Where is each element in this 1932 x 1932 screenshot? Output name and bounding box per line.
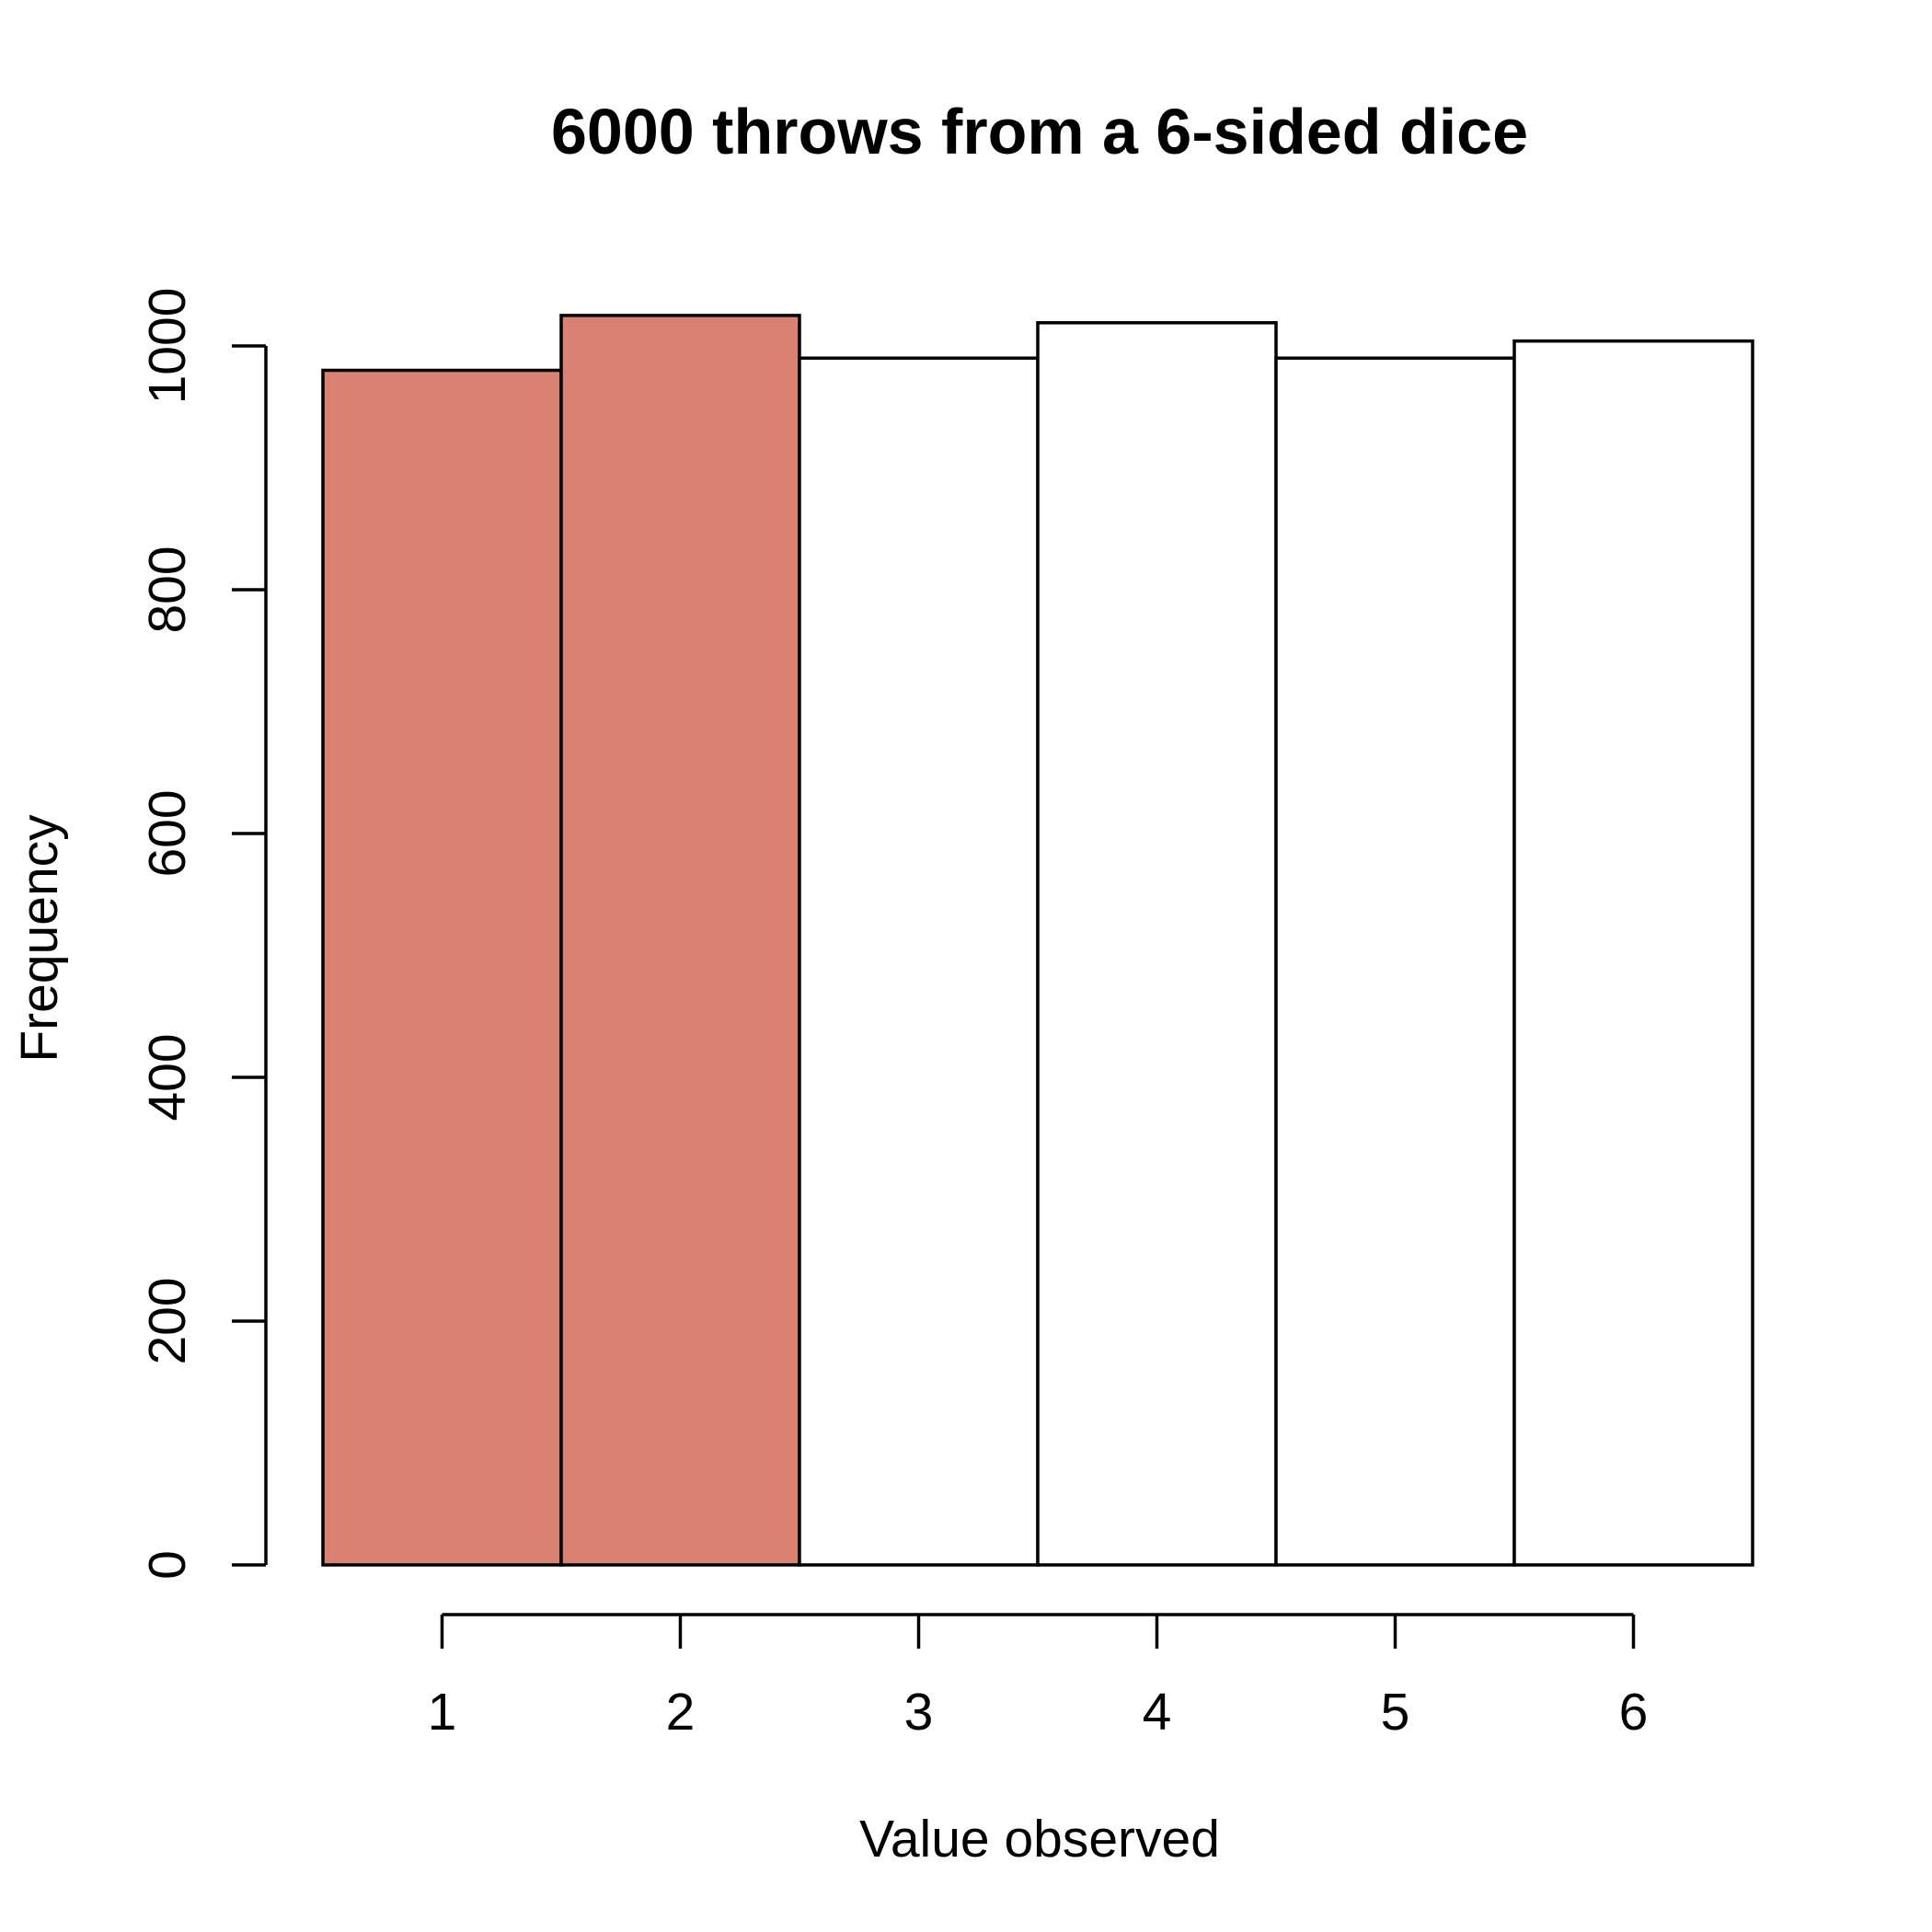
y-tick-label-0: 0: [138, 1550, 197, 1580]
y-tick-label-1000: 1000: [138, 288, 197, 405]
x-tick-label-4: 4: [1143, 1683, 1172, 1742]
x-tick-label-3: 3: [904, 1683, 934, 1742]
bars-group: [321, 314, 1754, 1567]
bar-1: [321, 368, 563, 1567]
bar-4: [1036, 321, 1278, 1567]
y-tick-label-600: 600: [138, 789, 197, 877]
bar-2: [559, 314, 801, 1567]
bar-3: [798, 356, 1040, 1567]
x-tick-label-1: 1: [428, 1683, 457, 1742]
x-tick-label-2: 2: [666, 1683, 696, 1742]
x-axis: 1 2 3 4 5 6: [428, 1613, 1649, 1742]
y-axis: 0 200 400 600 800 1000: [138, 288, 268, 1580]
y-tick-label-400: 400: [138, 1033, 197, 1121]
bar-5: [1274, 356, 1516, 1567]
bar-6: [1512, 339, 1754, 1567]
y-axis-label: Frequency: [10, 814, 69, 1063]
y-tick-label-800: 800: [138, 546, 197, 633]
x-tick-label-5: 5: [1381, 1683, 1410, 1742]
x-tick-label-6: 6: [1619, 1683, 1649, 1742]
chart-title: 6000 throws from a 6-sided dice: [551, 96, 1528, 167]
x-axis-label: Value observed: [859, 1810, 1220, 1869]
y-tick-label-200: 200: [138, 1277, 197, 1364]
